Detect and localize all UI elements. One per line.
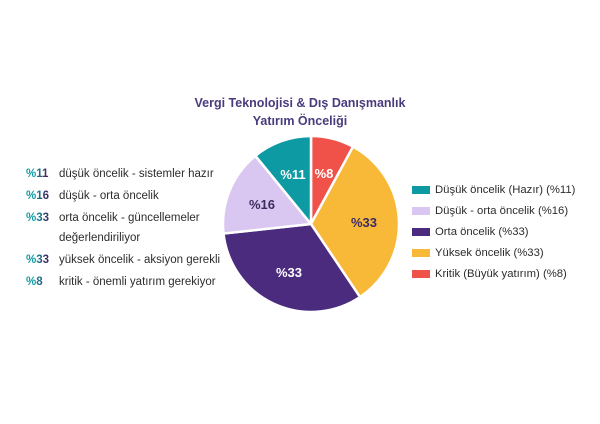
- svg-text:%11: %11: [280, 167, 305, 182]
- svg-text:%33: %33: [276, 265, 302, 280]
- svg-text:%33: %33: [351, 215, 377, 230]
- svg-text:%8: %8: [315, 166, 334, 181]
- svg-text:%16: %16: [249, 197, 275, 212]
